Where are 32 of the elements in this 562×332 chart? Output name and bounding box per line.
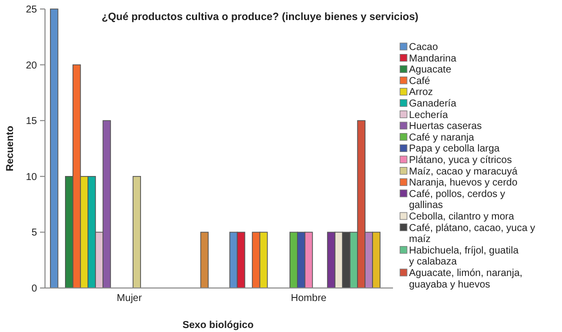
legend-label: Café y naranja [409, 132, 474, 144]
legend-label: Café, pollos, cerdos y gallinas [409, 188, 506, 212]
legend-label: Mandarina [409, 53, 457, 64]
x-tick-label: Hombre [290, 293, 327, 304]
bar [132, 176, 141, 288]
legend-label: Café, plátano, cacao, yuca y maíz [409, 222, 536, 246]
legend-label: Ganadería [409, 98, 457, 110]
legend-label: Maíz, cacao y maracuyá [409, 166, 518, 178]
y-tick-label: 0 [31, 284, 38, 294]
y-axis-title: Recuento [5, 126, 16, 172]
bar [50, 8, 58, 288]
y-tick-label: 25 [26, 4, 38, 16]
legend-label: Huertas caseras [409, 121, 482, 132]
legend-label: Lechería [409, 110, 448, 121]
legend-label: Naranja, huevos y cerdo [409, 178, 518, 189]
legend-label: Café [409, 76, 431, 87]
legend-label: Aguacate, limón, naranja, guayaba y huevos [409, 268, 522, 290]
legend-label: Aguacate [409, 64, 452, 76]
legend-label: Papa y cebolla larga [409, 144, 500, 155]
legend-label: Cebolla, cilantro y mora [409, 212, 514, 222]
x-axis-title: Sexo biológico [182, 320, 254, 331]
legend-label: Arroz [409, 87, 433, 98]
x-tick-label: Mujer [116, 293, 142, 304]
legend-label: Cacao [409, 42, 438, 53]
y-tick-label: 15 [26, 116, 38, 128]
y-tick-label: 10 [26, 172, 38, 183]
y-tick-label: 5 [31, 228, 38, 239]
bar [200, 232, 209, 288]
chart-title: ¿Qué productos cultiva o produce? (incluye bienes y servicios) [102, 11, 418, 23]
legend-label: Plátano, yuca y cítricos [409, 155, 512, 166]
y-tick-label: 20 [26, 60, 38, 72]
legend-label: Habichuela, fríjol, guatila y calabaza [409, 245, 519, 268]
